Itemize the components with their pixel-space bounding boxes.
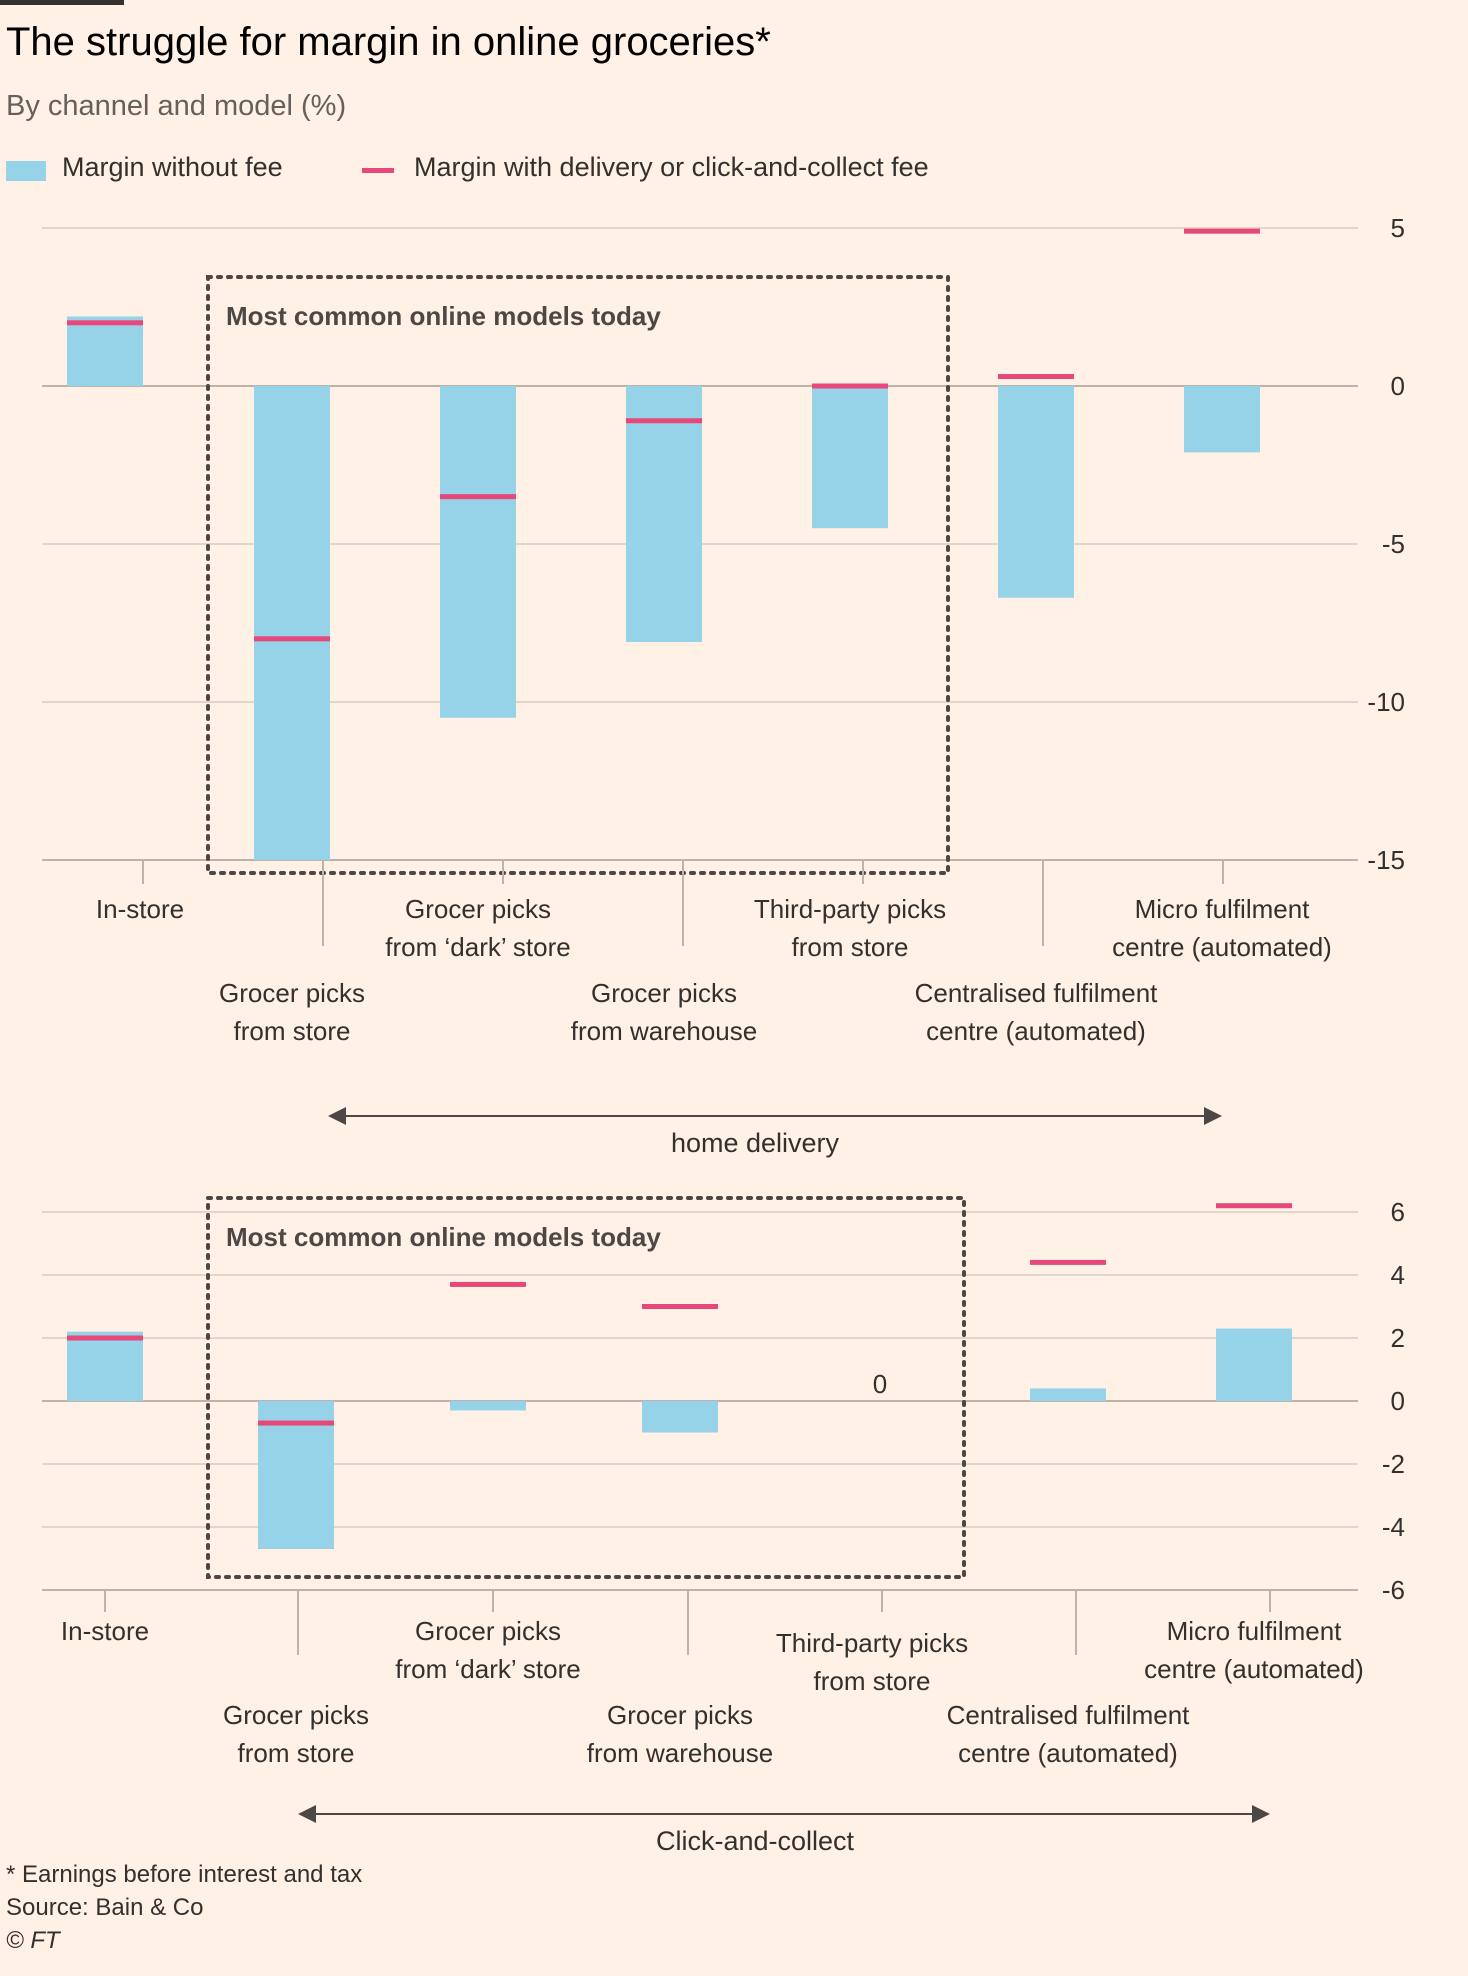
panel2-category-label: Centralised fulfilment [947,1700,1191,1730]
panel1-category-label: from warehouse [571,1016,757,1046]
panel2-highlight-box [206,1196,966,1579]
panel2-category-label: centre (automated) [1144,1654,1364,1684]
panel2-fee-marker [642,1304,718,1309]
panel2-bar [642,1401,718,1433]
panel2-y-tick-label: 4 [1391,1260,1405,1290]
panel2-bar [67,1331,143,1401]
panel1-category-label: centre (automated) [926,1016,1146,1046]
panel1-y-tick-label: -10 [1367,687,1405,717]
panel2-bar [1216,1328,1292,1401]
panel1-category-label: Third-party picks [754,894,946,924]
panel2-bar [450,1401,526,1411]
panel2-group-arrow-right-head [1252,1805,1270,1823]
panel1-category-label: In-store [96,894,184,924]
panel1-category-label: Micro fulfilment [1135,894,1311,924]
ft-credit: © FT [6,1927,60,1954]
panel2-group-arrow-left-head [298,1805,316,1823]
panel2-category-label: Third-party picks [776,1628,968,1658]
panel1-y-tick-label: 0 [1391,371,1405,401]
panel2-category-label: Grocer picks [607,1700,753,1730]
panel2-fee-marker [1216,1203,1292,1209]
panel2-bar [258,1401,334,1550]
panel2-y-tick-label: 2 [1391,1323,1405,1353]
legend-bar-swatch [6,161,46,181]
legend-marker-swatch [362,168,394,173]
panel2-category-label: centre (automated) [958,1738,1178,1768]
panel2-category-label: from store [237,1738,354,1768]
panel2-fee-marker [450,1281,526,1287]
panel2-category-label: Grocer picks [223,1700,369,1730]
panel1-group-arrow-left-head [328,1107,346,1125]
source-note: Source: Bain & Co [6,1894,204,1921]
panel1-category-label: Grocer picks [591,978,737,1008]
panel1-fee-marker [440,494,516,500]
panel1-category-label: from store [233,1016,350,1046]
panel1-highlight-box-label: Most common online models today [226,301,661,331]
panel2-category-label: from ‘dark’ store [395,1654,580,1684]
panel1-category-label: Grocer picks [219,978,365,1008]
panel2-y-tick-label: 6 [1391,1197,1405,1227]
panel2-y-tick-label: -2 [1382,1449,1405,1479]
panel1-bar [254,386,330,860]
panel1-y-tick-label: -5 [1382,529,1405,559]
panel1-bar [67,316,143,386]
panel1-fee-marker [67,320,143,326]
panel1-group-label: home delivery [671,1128,840,1158]
panel1-bar [440,386,516,718]
panel2-category-label: Micro fulfilment [1167,1616,1343,1646]
panel1-highlight-box [206,275,950,875]
top-accent-bar [0,0,124,5]
panel1-fee-marker [626,418,702,424]
panel1-fee-marker [998,374,1074,380]
chart-subtitle: By channel and model (%) [6,90,347,122]
panel1-bar [998,386,1074,598]
legend-bar-label: Margin without fee [62,152,283,182]
panel1-group-arrow-right-head [1204,1107,1222,1125]
panel2-category-label: In-store [61,1616,149,1646]
panel1-category-label: Centralised fulfilment [915,978,1159,1008]
panel2-data-label: 0 [873,1369,887,1399]
panel1-category-label: Grocer picks [405,894,551,924]
panel1-fee-marker [254,636,330,642]
panel1-bar [812,386,888,529]
panel1-bar [626,386,702,642]
panel2-fee-marker [258,1420,334,1426]
panel1-y-tick-label: -15 [1367,845,1405,875]
chart-title: The struggle for margin in online grocer… [6,20,771,64]
panel1-fee-marker [812,383,888,389]
panel2-category-label: from warehouse [587,1738,773,1768]
panel2-highlight-box-label: Most common online models today [226,1222,661,1252]
panel2-y-tick-label: -6 [1382,1575,1405,1605]
footer: * Earnings before interest and tax Sourc… [6,1858,362,1957]
panel1-category-label: from store [791,932,908,962]
panel1-category-label: from ‘dark’ store [385,932,570,962]
footnote: * Earnings before interest and tax [6,1861,363,1888]
panel2-group-label: Click-and-collect [656,1826,855,1856]
panel1-y-tick-label: 5 [1391,213,1405,243]
panel2-category-label: Grocer picks [415,1616,561,1646]
panel2-bar [1030,1388,1106,1401]
panel1-category-label: centre (automated) [1112,932,1332,962]
panel1-fee-marker [1184,228,1260,234]
panel2-fee-marker [1030,1259,1106,1265]
panel2-y-tick-label: -4 [1382,1512,1405,1542]
panel1-bar [1184,386,1260,453]
panel2-category-label: from store [813,1666,930,1696]
legend-marker-label: Margin with delivery or click-and-collec… [414,152,929,182]
panel2-y-tick-label: 0 [1391,1386,1405,1416]
panel2-fee-marker [67,1335,143,1341]
